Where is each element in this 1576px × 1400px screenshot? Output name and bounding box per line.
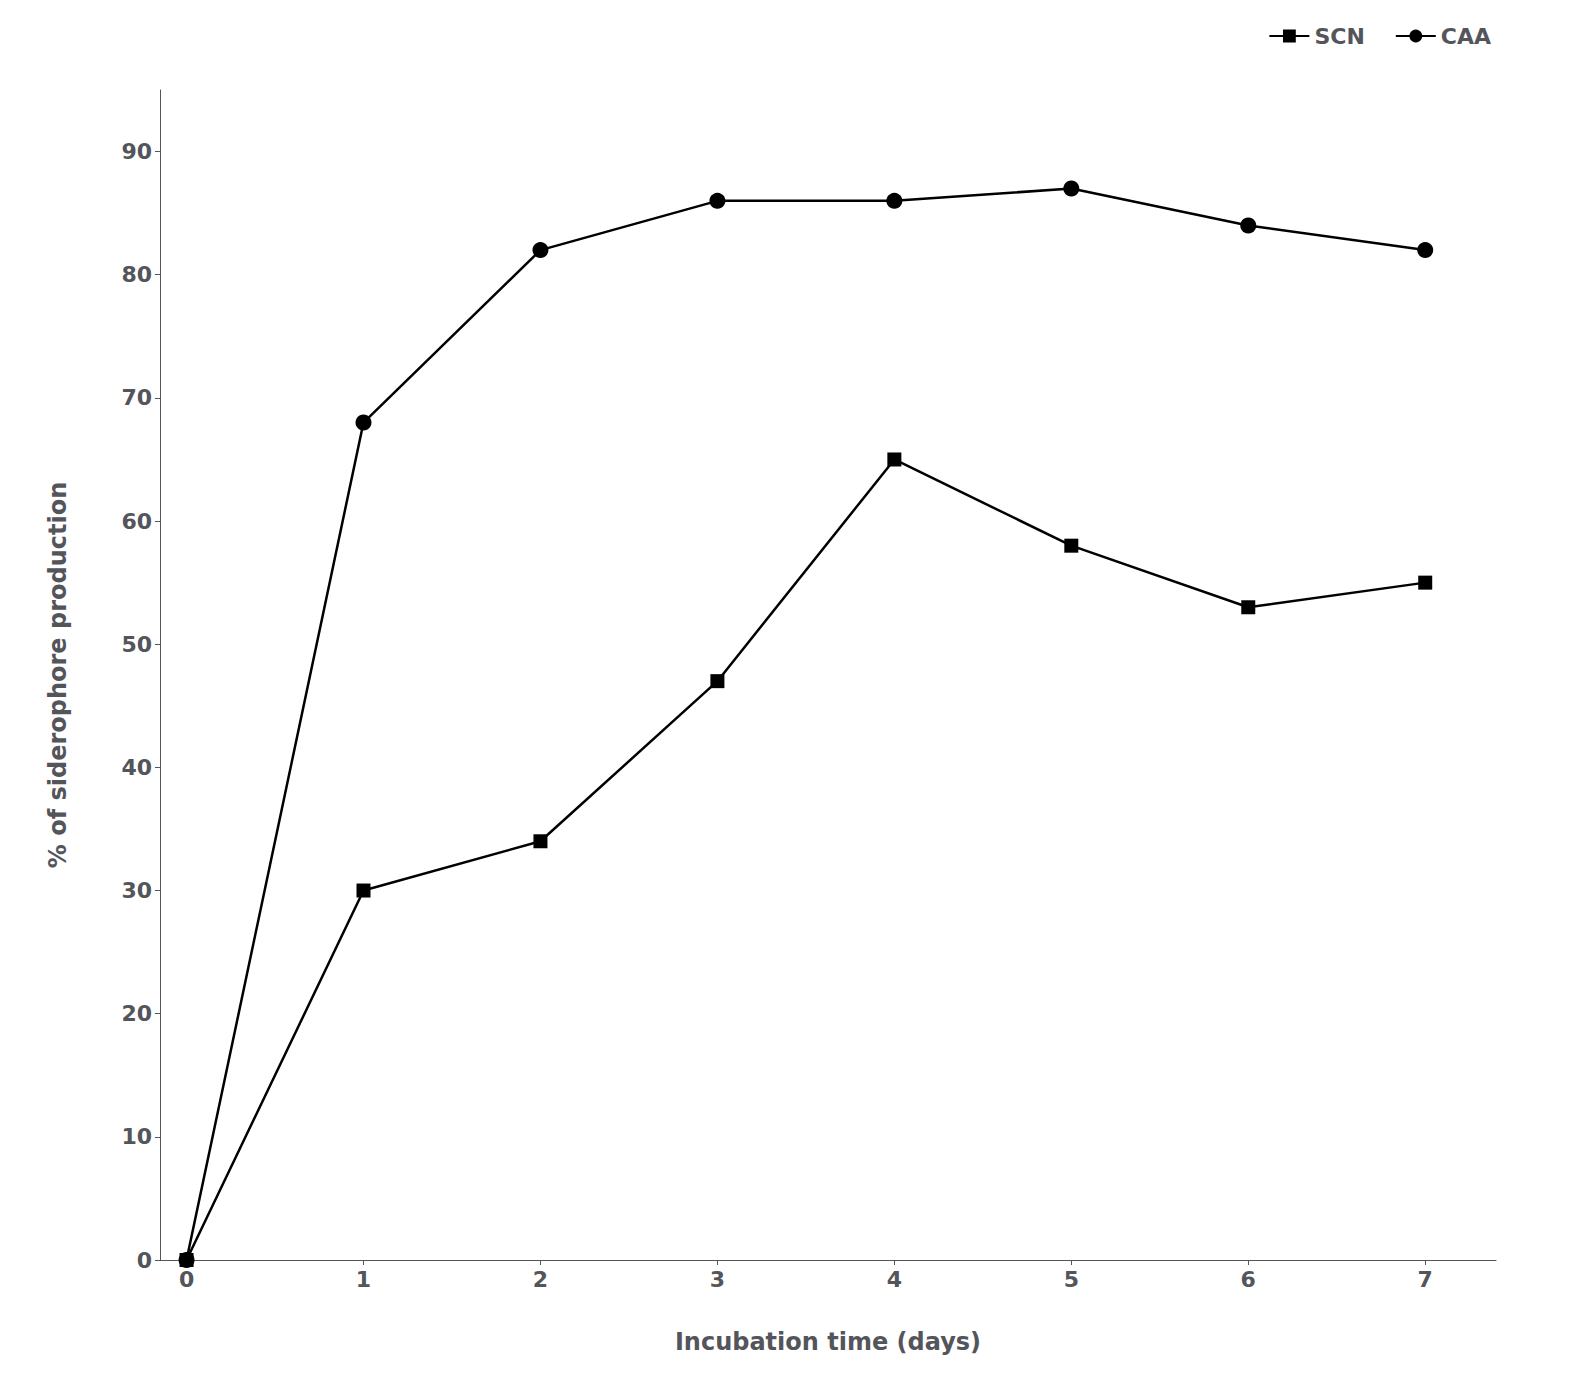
svg-text:0: 0	[179, 1267, 194, 1292]
svg-text:70: 70	[121, 385, 152, 410]
svg-text:40: 40	[121, 755, 152, 780]
svg-text:0: 0	[137, 1248, 152, 1273]
svg-text:10: 10	[121, 1124, 152, 1149]
svg-text:Incubation time (days): Incubation time (days)	[675, 1328, 981, 1356]
svg-text:CAA: CAA	[1441, 24, 1491, 49]
svg-text:2: 2	[533, 1267, 548, 1292]
svg-text:% of siderophore production: % of siderophore production	[44, 482, 72, 868]
svg-text:1: 1	[356, 1267, 371, 1292]
svg-text:5: 5	[1064, 1267, 1079, 1292]
svg-text:60: 60	[121, 509, 152, 534]
svg-text:20: 20	[121, 1001, 152, 1026]
svg-text:80: 80	[121, 262, 152, 287]
svg-text:6: 6	[1241, 1267, 1256, 1292]
svg-text:7: 7	[1418, 1267, 1433, 1292]
svg-text:50: 50	[121, 632, 152, 657]
svg-text:4: 4	[887, 1267, 902, 1292]
svg-text:SCN: SCN	[1314, 24, 1364, 49]
svg-text:90: 90	[121, 139, 152, 164]
svg-text:30: 30	[121, 878, 152, 903]
svg-text:3: 3	[710, 1267, 725, 1292]
